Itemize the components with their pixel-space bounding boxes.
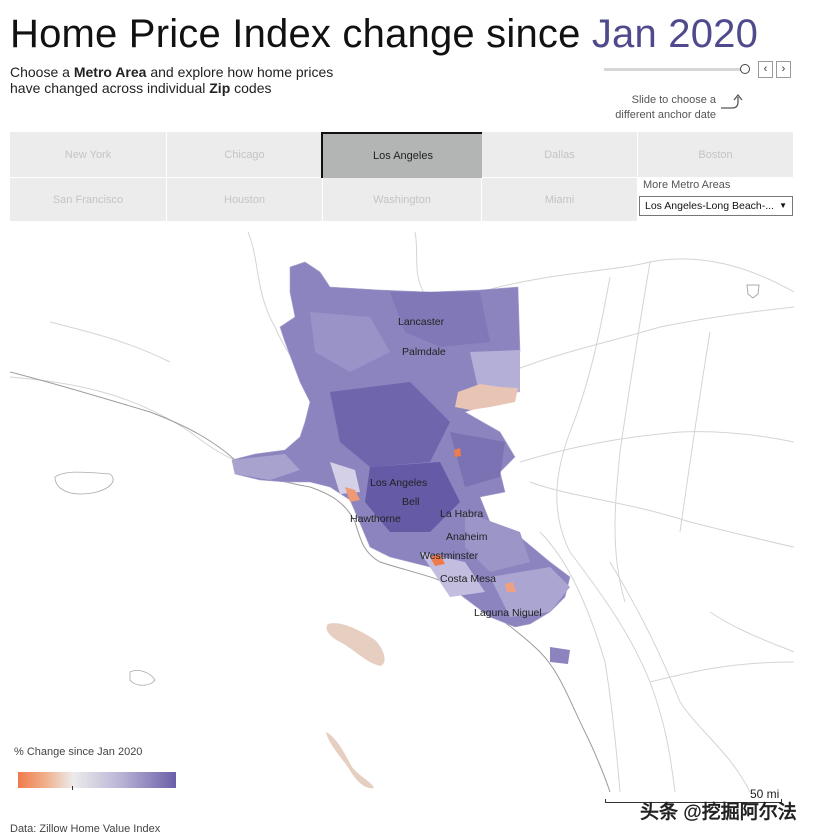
slider-knob[interactable] xyxy=(740,64,750,74)
slider-hint-line: Slide to choose a xyxy=(631,94,716,106)
metro-region xyxy=(231,261,571,664)
slider-prev-button[interactable]: ‹ xyxy=(758,61,773,78)
metro-button-boston[interactable]: Boston xyxy=(638,132,794,178)
subtitle-bold-metro: Metro Area xyxy=(73,64,147,80)
city-label: La Habra xyxy=(440,508,483,520)
coastline xyxy=(10,371,611,792)
city-label: Palmdale xyxy=(402,346,446,358)
catalina-island xyxy=(326,623,385,666)
city-label: Laguna Niguel xyxy=(474,607,542,619)
metro-button-dallas[interactable]: Dallas xyxy=(482,132,638,178)
subtitle-text: and explore how home prices xyxy=(146,64,334,80)
more-metro-value: Los Angeles-Long Beach-... xyxy=(645,200,775,212)
metro-button-miami[interactable]: Miami xyxy=(482,178,638,222)
subtitle-text: codes xyxy=(230,80,272,96)
title-prefix: Home Price Index change since xyxy=(10,12,592,56)
metro-button-houston[interactable]: Houston xyxy=(167,178,323,222)
city-label: Costa Mesa xyxy=(440,573,496,585)
channel-island xyxy=(129,670,156,686)
color-legend xyxy=(18,772,176,788)
subtitle: Choose a Metro Area and explore how home… xyxy=(10,64,390,96)
city-label: Lancaster xyxy=(398,316,445,328)
slider-hint: Slide to choose a different anchor date xyxy=(596,93,716,123)
metro-button-new-york[interactable]: New York xyxy=(10,132,167,178)
legend-zero-tick xyxy=(72,786,73,790)
watermark: 头条 @挖掘阿尔法 xyxy=(640,802,797,823)
anchor-date-slider[interactable] xyxy=(604,68,744,71)
channel-island xyxy=(54,471,114,495)
page-title: Home Price Index change since Jan 2020 xyxy=(10,12,758,57)
scale-bar xyxy=(605,799,782,803)
city-label: Anaheim xyxy=(446,531,488,543)
dropdown-caret-icon: ▼ xyxy=(779,201,787,210)
anchor-date: Jan 2020 xyxy=(591,12,759,56)
slider-next-button[interactable]: › xyxy=(776,61,791,78)
city-label: Hawthorne xyxy=(350,513,401,525)
highway-shield-icon xyxy=(746,284,760,299)
legend-title: % Change since Jan 2020 xyxy=(14,746,143,758)
metro-button-los-angeles[interactable]: Los Angeles xyxy=(321,132,485,180)
metro-selector: New York Chicago Los Angeles Dallas Bost… xyxy=(10,132,794,222)
city-label: Westminster xyxy=(420,550,479,562)
curved-arrow-icon xyxy=(721,93,743,109)
metro-button-chicago[interactable]: Chicago xyxy=(167,132,323,178)
data-source: Data: Zillow Home Value Index xyxy=(10,823,161,835)
city-label: Los Angeles xyxy=(370,477,427,489)
slider-hint-line: different anchor date xyxy=(615,109,716,121)
subtitle-bold-zip: Zip xyxy=(209,80,231,96)
more-metro-label: More Metro Areas xyxy=(643,179,731,191)
metro-button-washington[interactable]: Washington xyxy=(323,178,482,222)
city-label: Bell xyxy=(402,496,420,508)
more-metro-dropdown[interactable]: Los Angeles-Long Beach-... ▼ xyxy=(639,196,793,216)
subtitle-text: Choose a xyxy=(10,64,74,80)
metro-button-san-francisco[interactable]: San Francisco xyxy=(10,178,167,222)
san-clemente-island xyxy=(326,732,374,789)
scale-label: 50 mi xyxy=(750,787,780,801)
zip-code-map[interactable]: Lancaster Palmdale Los Angeles Bell Hawt… xyxy=(10,232,794,792)
subtitle-text: have changed across individual xyxy=(10,80,210,96)
